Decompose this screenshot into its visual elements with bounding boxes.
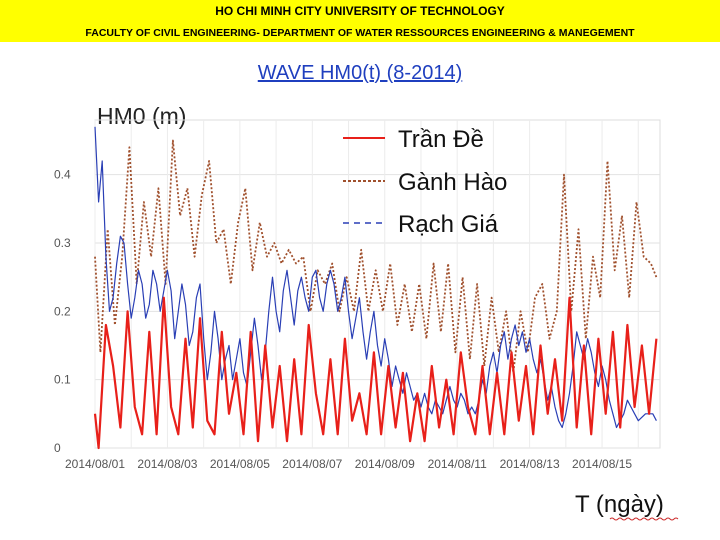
y-axis-label: HM0 (m) [97,103,186,129]
university-name: HO CHI MINH CITY UNIVERSITY OF TECHNOLOG… [215,4,505,18]
department-name: FACULTY OF CIVIL ENGINEERING- DEPARTMENT… [85,27,635,39]
series-line-2 [94,126,657,429]
y-tick-label: 0.2 [54,304,71,318]
y-tick-label: 0.1 [54,373,71,387]
wave-height-chart: HM0 (m) T (ngày) 0 0.1 0.2 0.3 0.4 2014/08/0… [54,103,679,521]
legend-label: Trần Đề [398,126,484,153]
header-banner: HO CHI MINH CITY UNIVERSITY OF TECHNOLOG… [0,0,720,42]
x-axis-label: T (ngày) [575,491,664,518]
series-lines [93,126,658,450]
legend: Trần Đề Gành Hào Rạch Giá [343,126,507,238]
x-tick-label: 2014/08/03 [137,457,197,471]
x-tick-label: 2014/08/07 [282,457,342,471]
x-tick-label: 2014/08/05 [210,457,270,471]
y-tick-label: 0 [54,441,61,455]
x-tick-label: 2014/08/13 [500,457,560,471]
series-line-1 [94,139,658,374]
x-tick-label: 2014/08/01 [65,457,125,471]
spellcheck-underline [609,517,679,521]
slide-title: WAVE HM0(t) (8-2014) [257,62,463,84]
legend-label: Rạch Giá [398,211,499,238]
x-tick-label: 2014/08/09 [355,457,415,471]
legend-label: Gành Hào [398,169,507,196]
series-line-0 [93,296,658,450]
grid [94,119,661,449]
y-tick-label: 0.4 [54,168,71,182]
x-tick-label: 2014/08/11 [428,457,487,471]
x-tick-labels: 2014/08/01 2014/08/03 2014/08/05 2014/08/07… [65,457,632,471]
y-tick-labels: 0 0.1 0.2 0.3 0.4 [54,168,71,455]
x-tick-label: 2014/08/15 [572,457,632,471]
y-tick-label: 0.3 [54,236,71,250]
